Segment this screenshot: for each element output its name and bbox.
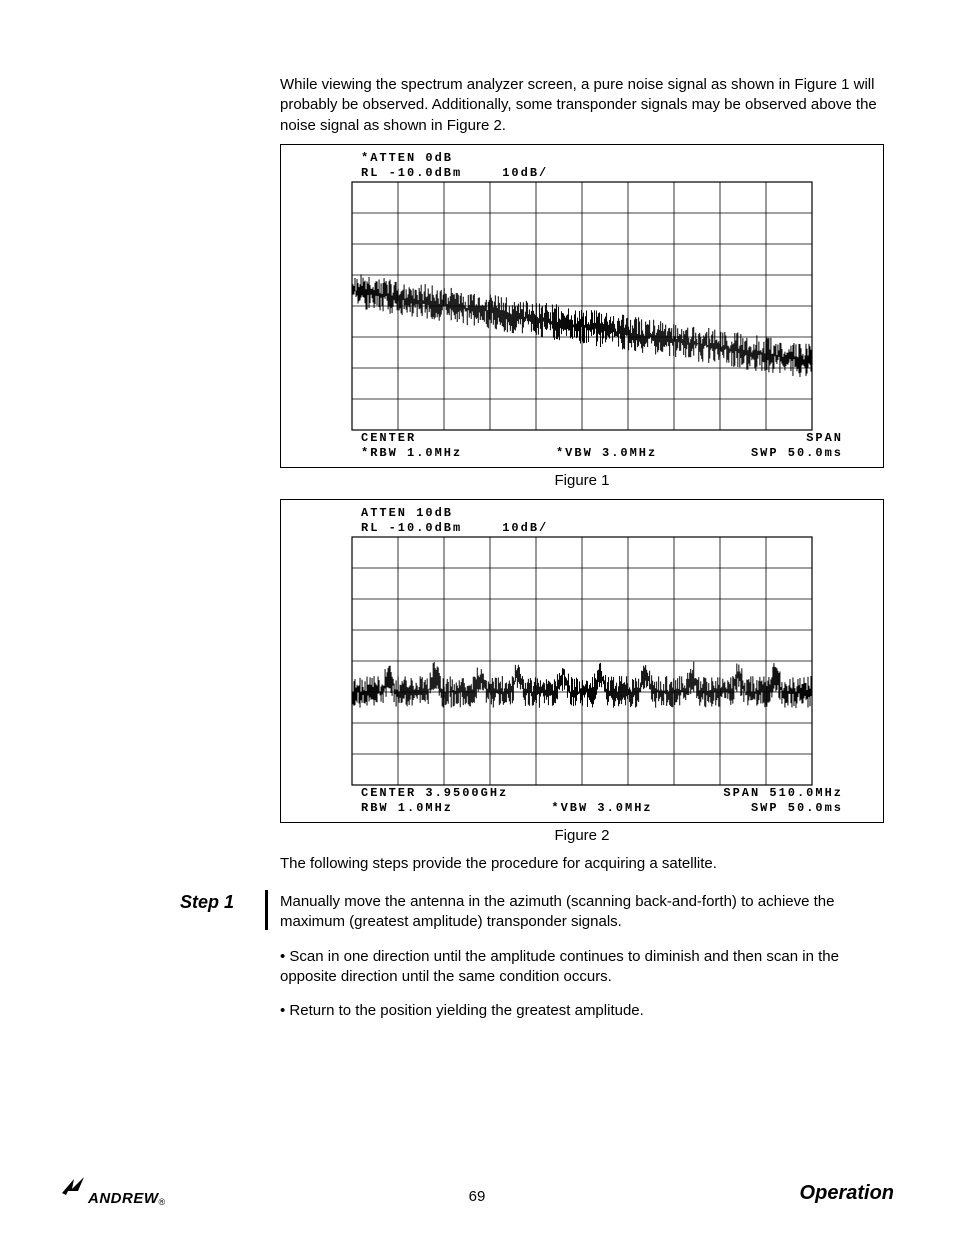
intro-paragraph: While viewing the spectrum analyzer scre… <box>280 75 884 136</box>
step-1-bullet-1-text: Scan in one direction until the amplitud… <box>280 948 839 985</box>
page-footer: ANDREW ® 69 Operation <box>60 1177 894 1205</box>
fig2-scale-label: 10dB/ <box>502 521 548 536</box>
step-1-bullet-2: • Return to the position yielding the gr… <box>280 1001 884 1021</box>
figure-1-block: *ATTEN 0dB RL -10.0dBm 10dB/ CENTER SPAN… <box>280 144 884 468</box>
step-1-label: Step 1 <box>180 892 234 913</box>
fig1-atten-label: *ATTEN 0dB <box>361 151 873 166</box>
fig2-rl-label: RL -10.0dBm <box>361 521 462 536</box>
section-title: Operation <box>800 1182 894 1205</box>
logo-text: ANDREW <box>88 1190 159 1207</box>
fig1-rl-label: RL -10.0dBm <box>361 166 462 181</box>
andrew-logo: ANDREW ® <box>60 1177 165 1205</box>
fig1-span-label: SPAN <box>806 431 843 446</box>
figure-1-caption: Figure 1 <box>280 472 884 489</box>
fig2-atten-label: ATTEN 10dB <box>361 506 873 521</box>
fig2-center-label: CENTER 3.9500GHz <box>361 786 508 801</box>
step-1-bullet-2-text: Return to the position yielding the grea… <box>289 1002 643 1019</box>
figure-2-spectrum <box>342 536 822 786</box>
fig2-swp-label: SWP 50.0ms <box>751 801 843 816</box>
fig1-swp-label: SWP 50.0ms <box>751 446 843 461</box>
fig2-span-label: SPAN 510.0MHz <box>723 786 843 801</box>
figure-2-block: ATTEN 10dB RL -10.0dBm 10dB/ CENTER 3.95… <box>280 499 884 823</box>
fig2-rbw-label: RBW 1.0MHz <box>361 801 453 816</box>
fig1-vbw-label: *VBW 3.0MHz <box>556 446 657 461</box>
fig1-rbw-label: *RBW 1.0MHz <box>361 446 462 461</box>
figure-1-spectrum <box>342 181 822 431</box>
fig1-scale-label: 10dB/ <box>502 166 548 181</box>
after-figs-paragraph: The following steps provide the procedur… <box>280 854 884 874</box>
figure-2-caption: Figure 2 <box>280 827 884 844</box>
step-1-bullet-1: • Scan in one direction until the amplit… <box>280 947 884 988</box>
page-number: 69 <box>469 1188 486 1205</box>
step-1-text: Manually move the antenna in the azimuth… <box>280 892 884 933</box>
fig2-vbw-label: *VBW 3.0MHz <box>551 801 652 816</box>
fig1-center-label: CENTER <box>361 431 416 446</box>
